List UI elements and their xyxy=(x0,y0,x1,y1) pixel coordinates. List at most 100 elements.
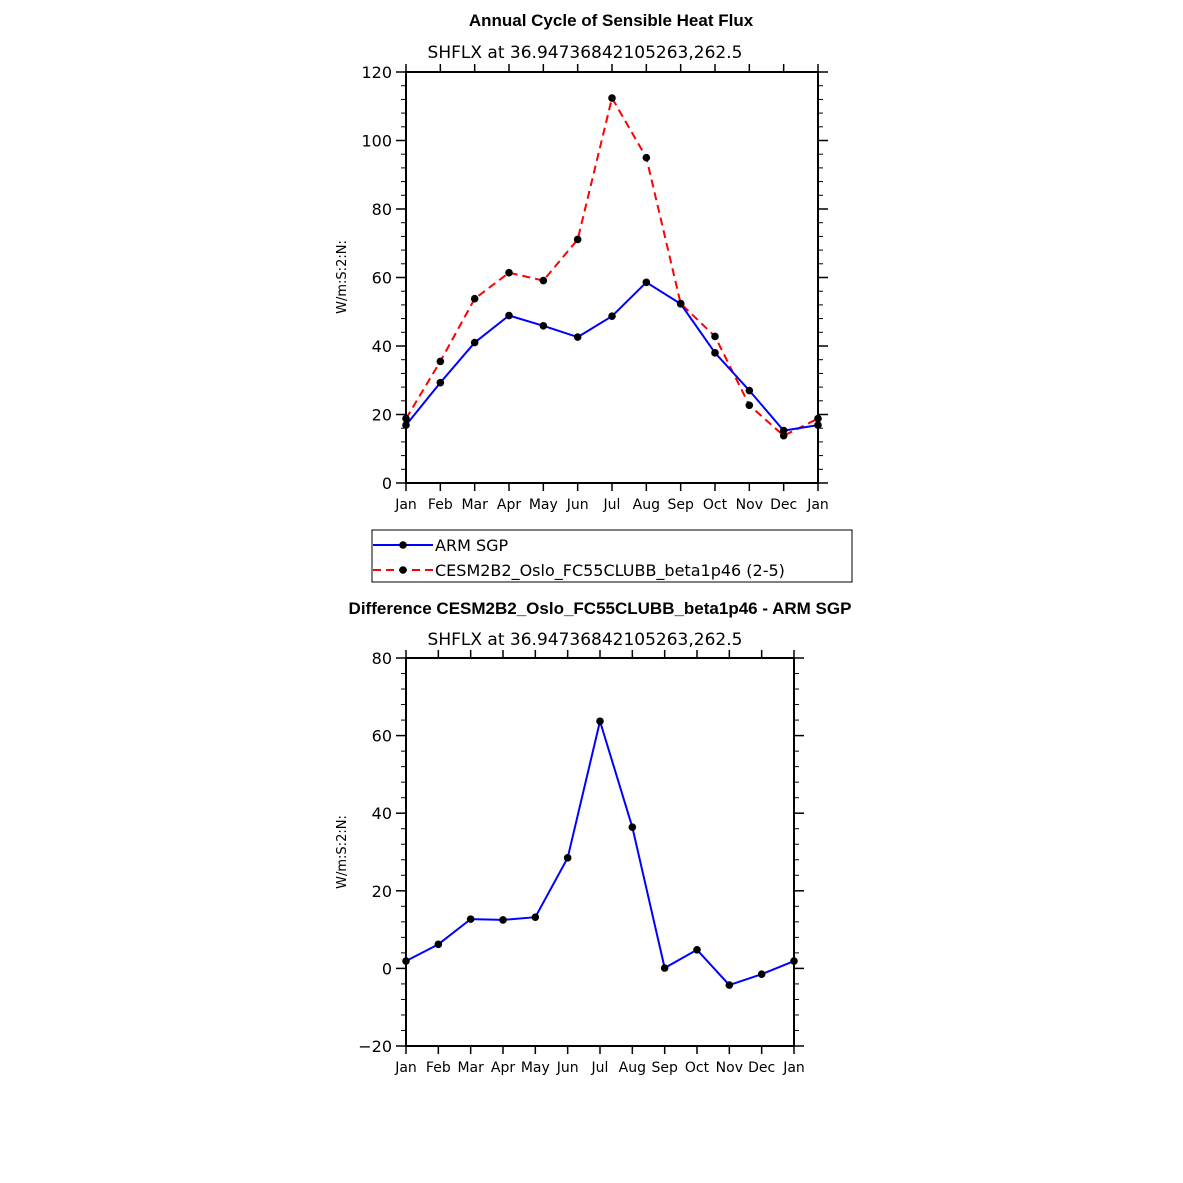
chart-top-series-line-1 xyxy=(405,97,819,437)
chart-top-series-0-point xyxy=(539,321,548,330)
chart-top: Annual Cycle of Sensible Heat Flux SHFLX… xyxy=(335,11,829,513)
chart-top-x-tick-label: Dec xyxy=(770,497,797,513)
chart-top-series-1-point xyxy=(608,94,616,102)
chart-bottom-subtitle: SHFLX at 36.94736842105263,262.5 xyxy=(428,630,743,650)
chart-bottom-x-tick-label: Jul xyxy=(591,1060,609,1076)
chart-top-series-1-point xyxy=(505,268,513,277)
chart-bottom-x-tick-label: Aug xyxy=(619,1060,646,1076)
chart-bottom-x-tick-label: Jan xyxy=(394,1060,417,1076)
chart-top-series-0-point xyxy=(711,349,719,357)
chart-top-x-tick-label: Jan xyxy=(394,497,417,513)
chart-bottom-x-tick-label: Feb xyxy=(426,1060,451,1076)
chart-top-y-tick-label: 0 xyxy=(382,474,392,493)
chart-top-series-1-point xyxy=(402,414,410,423)
chart-top-y-tick-label: 80 xyxy=(372,200,392,219)
chart-top-series-0-point xyxy=(814,421,822,429)
chart-top-series-0-point xyxy=(608,312,616,321)
chart-top-x-tick-label: Feb xyxy=(428,497,453,513)
chart-top-legend: ARM SGP CESM2B2_Oslo_FC55CLUBB_beta1p46 … xyxy=(371,529,853,583)
chart-bottom-series-0-point xyxy=(531,913,540,921)
chart-top-series-0-point xyxy=(573,333,582,341)
chart-top-x-tick-label: Nov xyxy=(736,497,763,513)
chart-bottom-x-tick-label: Nov xyxy=(716,1060,743,1076)
chart-bottom: Difference CESM2B2_Oslo_FC55CLUBB_beta1p… xyxy=(335,599,851,1076)
chart-bottom-x-tick-label: Apr xyxy=(491,1060,515,1076)
chart-top-series-1-point xyxy=(436,357,445,366)
chart-top-series-1-point xyxy=(711,332,719,341)
chart-top-title: Annual Cycle of Sensible Heat Flux xyxy=(469,11,754,30)
chart-top-x-tick-label: Jul xyxy=(603,497,621,513)
chart-top-y-tick-label: 40 xyxy=(372,337,392,356)
chart-top-y-tick-label: 100 xyxy=(361,132,392,151)
chart-bottom-x-tick-label: May xyxy=(521,1060,550,1076)
chart-top-x-tick-label: Oct xyxy=(703,497,728,513)
chart-top-series-0-point xyxy=(779,426,788,435)
chart-bottom-y-tick-label: 0 xyxy=(382,959,392,978)
chart-top-x-tick-label: Jan xyxy=(806,497,829,513)
chart-top-y-tick-label: 60 xyxy=(372,269,392,288)
chart-bottom-y-tick-label: 40 xyxy=(372,804,392,823)
chart-top-series-0-point xyxy=(642,278,651,287)
chart-bottom-series-0-point xyxy=(499,916,507,924)
chart-bottom-x-tick-label: Oct xyxy=(685,1060,710,1076)
chart-top-x-tick-label: Mar xyxy=(461,497,488,513)
chart-bottom-series-0-point xyxy=(628,823,637,831)
chart-top-x-tick-label: Aug xyxy=(633,497,660,513)
chart-bottom-y-tick-label: −20 xyxy=(358,1037,392,1056)
chart-top-series-1-point xyxy=(642,153,651,162)
chart-top-x-tick-label: Sep xyxy=(667,497,694,513)
chart-top-series-0-point xyxy=(505,311,513,320)
chart-bottom-series-line-0 xyxy=(405,720,795,987)
chart-top-series-0-point xyxy=(745,386,754,395)
chart-top-series-1-point xyxy=(470,294,479,303)
chart-bottom-series-0-point xyxy=(402,957,410,965)
chart-bottom-x-tick-label: Jun xyxy=(556,1060,579,1076)
chart-bottom-axes: Jan Feb Mar Apr May Jun Jul Aug Sep Oct Nov Dec Jan−… xyxy=(358,649,805,1076)
chart-top-series-0-point xyxy=(470,338,479,347)
chart-top-x-tick-label: Apr xyxy=(497,497,521,513)
chart-bottom-series-0-point xyxy=(434,940,443,949)
chart-top-y-tick-label: 120 xyxy=(361,63,392,82)
chart-bottom-series xyxy=(402,717,798,989)
chart-top-series-1-point xyxy=(573,235,582,244)
chart-bottom-plot-frame xyxy=(405,657,795,1047)
chart-bottom-series-0-point xyxy=(563,854,572,862)
legend-label-arm-sgp: ARM SGP xyxy=(435,536,509,555)
chart-bottom-x-tick-label: Sep xyxy=(651,1060,678,1076)
chart-bottom-series-0-point xyxy=(757,970,766,979)
chart-top-series xyxy=(402,94,822,440)
chart-top-series-1-point xyxy=(745,401,754,410)
legend-label-cesm: CESM2B2_Oslo_FC55CLUBB_beta1p46 (2-5) xyxy=(435,561,785,581)
chart-bottom-y-tick-label: 80 xyxy=(372,649,392,668)
chart-bottom-title: Difference CESM2B2_Oslo_FC55CLUBB_beta1p… xyxy=(349,599,852,618)
legend-box xyxy=(371,529,853,583)
chart-top-series-0-point xyxy=(402,421,410,429)
chart-top-x-tick-label: May xyxy=(529,497,558,513)
chart-top-axes: Jan Feb Mar Apr May Jun Jul Aug Sep Oct Nov Dec Jan0… xyxy=(361,63,828,513)
chart-bottom-series-0-point xyxy=(660,964,669,972)
chart-bottom-y-tick-label: 60 xyxy=(372,727,392,746)
chart-top-y-tick-label: 20 xyxy=(372,406,392,425)
chart-top-ylabel: W/m:S:2:N: xyxy=(335,240,350,314)
legend-marker-cesm xyxy=(399,566,407,574)
chart-top-x-tick-label: Jun xyxy=(566,497,589,513)
legend-marker-arm-sgp xyxy=(399,541,407,549)
chart-top-series-0-point xyxy=(436,378,445,387)
chart-bottom-series-0-point xyxy=(596,717,604,726)
chart-bottom-x-tick-label: Jan xyxy=(782,1060,805,1076)
chart-top-series-1-point xyxy=(814,414,822,423)
chart-bottom-y-tick-label: 20 xyxy=(372,882,392,901)
chart-bottom-series-0-point xyxy=(466,915,475,923)
chart-bottom-x-tick-label: Mar xyxy=(457,1060,484,1076)
chart-bottom-series-0-point xyxy=(725,981,734,989)
chart-top-plot-frame xyxy=(405,71,819,484)
chart-top-series-1-point xyxy=(539,276,548,285)
chart-top-subtitle: SHFLX at 36.94736842105263,262.5 xyxy=(428,43,743,63)
chart-top-series-0-point xyxy=(676,300,685,308)
chart-bottom-series-0-point xyxy=(790,957,798,965)
chart-top-series-line-0 xyxy=(405,281,819,432)
chart-bottom-ylabel: W/m:S:2:N: xyxy=(335,815,350,889)
chart-bottom-series-0-point xyxy=(693,945,701,954)
chart-bottom-x-tick-label: Dec xyxy=(748,1060,775,1076)
